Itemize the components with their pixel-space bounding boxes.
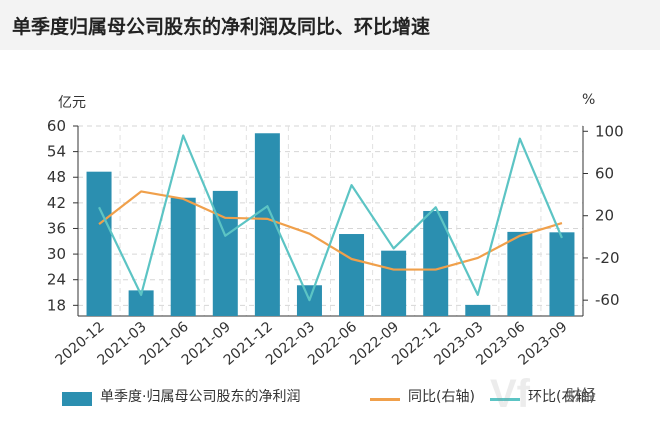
bar-net-profit [381,250,407,316]
chart-title: 单季度归属母公司股东的净利润及同比、环比增速 [12,16,431,38]
right-axis-unit: % [582,92,596,108]
bar-net-profit [507,231,533,316]
left-tick-label: 48 [47,168,66,186]
right-tick-label: -20 [595,249,620,267]
bar-net-profit [339,234,365,316]
bar-net-profit [170,197,196,316]
bar-net-profit [212,190,238,316]
watermark-text: 财经 [566,386,597,404]
bar-net-profit [423,210,449,316]
legend-swatch-yoy [370,398,400,401]
right-tick-label: 60 [595,165,614,183]
legend-label-net-profit: 单季度·归属母公司股东的净利润 [100,389,301,405]
watermark-logo: Vf [490,372,530,416]
left-tick-label: 30 [47,245,66,263]
legend-swatch-net-profit [62,392,92,406]
bar-net-profit [465,304,491,316]
legend-swatch-qoq [490,398,520,401]
title-bar [0,0,660,50]
left-tick-label: 18 [47,296,66,314]
bar-net-profit [549,232,575,316]
bar-net-profit [86,171,112,316]
line-qoq [98,134,563,302]
right-tick-label: 20 [595,207,614,225]
left-tick-label: 60 [47,117,66,135]
right-tick-label: -60 [595,291,620,309]
right-tick-label: 100 [595,122,624,140]
left-axis-unit: 亿元 [58,95,86,111]
legend-label-yoy: 同比(右轴) [408,389,475,405]
left-tick-label: 36 [47,219,66,237]
line-yoy [98,190,563,271]
legend-label-qoq: 环比(右轴) [528,389,595,405]
left-tick-label: 24 [47,271,66,289]
left-tick-label: 54 [47,143,66,161]
left-tick-label: 42 [47,194,66,212]
